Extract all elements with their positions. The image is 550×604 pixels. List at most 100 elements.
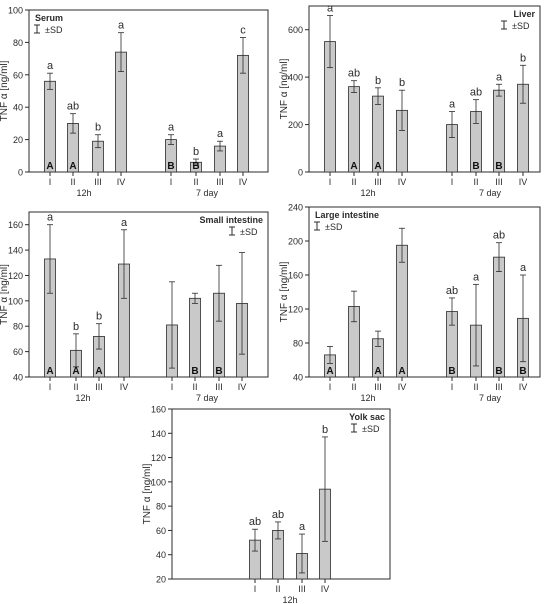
- x-tick-label: I: [170, 177, 173, 187]
- group-label: 7 day: [479, 393, 502, 403]
- group-letter: A: [46, 366, 53, 377]
- group-letter: B: [167, 161, 174, 172]
- x-tick-label: III: [95, 382, 103, 392]
- y-tick-label: 120: [151, 453, 166, 463]
- y-axis-label: TNF α [ng/ml]: [0, 60, 10, 121]
- x-tick-label: IV: [117, 177, 126, 187]
- chart-panel: 20 40 60 80 100 120 140 160 TNF α [ng/ml] Yolk sa…: [142, 405, 391, 604]
- x-tick-label: III: [298, 584, 306, 594]
- y-tick-label: 60: [156, 526, 166, 536]
- x-tick-label: II: [73, 382, 78, 392]
- panel-title: Liver: [513, 9, 535, 19]
- significance-label: ab: [249, 516, 261, 528]
- y-tick-label: 400: [288, 73, 303, 83]
- x-tick-label: II: [192, 382, 197, 392]
- group-letter: A: [326, 366, 333, 377]
- x-tick-label: IV: [398, 177, 407, 187]
- significance-label: b: [375, 75, 381, 87]
- plot-frame: [308, 206, 541, 378]
- x-tick-label: II: [70, 177, 75, 187]
- y-tick-label: 40: [13, 373, 23, 383]
- plot-frame: [28, 9, 269, 173]
- panel-title: Serum: [35, 13, 63, 23]
- significance-label: ab: [493, 230, 505, 242]
- y-axis-label: TNF α [ng/ml]: [279, 261, 290, 322]
- significance-label: a: [520, 262, 527, 274]
- legend-label: ±SD: [45, 25, 63, 35]
- group-letter: A: [69, 161, 76, 172]
- significance-label: b: [95, 122, 101, 134]
- y-tick-label: 160: [151, 405, 166, 415]
- x-tick-label: I: [171, 382, 174, 392]
- bar: [396, 244, 408, 378]
- plot-frame: [308, 5, 541, 173]
- chart-panel: 40 80 120 160 200 240 TNF α [ng/ml] Large intes…: [279, 203, 541, 403]
- y-tick-label: 40: [13, 103, 23, 113]
- bar: [493, 89, 505, 173]
- significance-label: a: [121, 217, 128, 229]
- y-tick-label: 80: [13, 322, 23, 332]
- x-tick-label: IV: [120, 382, 129, 392]
- significance-label: a: [327, 2, 334, 14]
- y-tick-label: 160: [288, 271, 303, 281]
- legend-label: ±SD: [325, 222, 343, 232]
- y-tick-label: 20: [156, 575, 166, 585]
- x-tick-label: IV: [519, 382, 528, 392]
- y-tick-label: 120: [288, 305, 303, 315]
- significance-label: ab: [348, 68, 360, 80]
- y-tick-label: 240: [288, 203, 303, 213]
- significance-label: a: [473, 271, 480, 283]
- x-tick-label: IV: [239, 177, 248, 187]
- x-tick-label: III: [374, 177, 382, 187]
- group-letter: B: [215, 366, 222, 377]
- group-letter: B: [495, 366, 502, 377]
- group-letter: A: [374, 366, 381, 377]
- group-label: 7 day: [196, 393, 219, 403]
- y-tick-label: 40: [156, 550, 166, 560]
- y-tick-label: 100: [8, 6, 23, 16]
- significance-label: b: [322, 424, 328, 436]
- y-tick-label: 160: [8, 220, 23, 230]
- y-tick-label: 140: [8, 246, 23, 256]
- bar: [44, 80, 56, 173]
- group-label: 12h: [282, 595, 297, 604]
- x-tick-label: I: [451, 382, 454, 392]
- group-letter: B: [191, 366, 198, 377]
- x-tick-label: IV: [238, 382, 247, 392]
- x-tick-label: I: [49, 382, 52, 392]
- significance-label: c: [240, 25, 246, 37]
- significance-label: b: [520, 52, 526, 64]
- significance-label: b: [96, 311, 102, 323]
- x-tick-label: II: [275, 584, 280, 594]
- group-letter: A: [398, 366, 405, 377]
- chart-panel: 40 60 80 100 120 140 160 TNF α [ng/ml] Small int…: [0, 211, 269, 403]
- significance-label: b: [399, 77, 405, 89]
- group-letter: A: [350, 161, 357, 172]
- significance-label: b: [193, 146, 199, 158]
- group-label: 12h: [360, 393, 375, 403]
- y-tick-label: 200: [288, 120, 303, 130]
- x-tick-label: II: [473, 382, 478, 392]
- y-axis-label: TNF α [ng/ml]: [279, 58, 290, 119]
- group-label: 12h: [76, 188, 91, 198]
- x-tick-label: II: [351, 177, 356, 187]
- group-letter: B: [448, 366, 455, 377]
- group-letter: A: [374, 161, 381, 172]
- x-tick-label: III: [215, 382, 223, 392]
- significance-label: a: [47, 60, 54, 72]
- x-tick-label: III: [216, 177, 224, 187]
- x-tick-label: II: [193, 177, 198, 187]
- group-letter: B: [192, 161, 199, 172]
- panel-title: Small intestine: [199, 215, 263, 225]
- significance-label: a: [118, 20, 125, 32]
- x-tick-label: IV: [519, 177, 528, 187]
- y-tick-label: 140: [151, 429, 166, 439]
- y-tick-label: 120: [8, 271, 23, 281]
- group-letter: B: [472, 161, 479, 172]
- x-tick-label: III: [495, 382, 503, 392]
- significance-label: a: [449, 99, 456, 111]
- legend-label: ±SD: [512, 21, 530, 31]
